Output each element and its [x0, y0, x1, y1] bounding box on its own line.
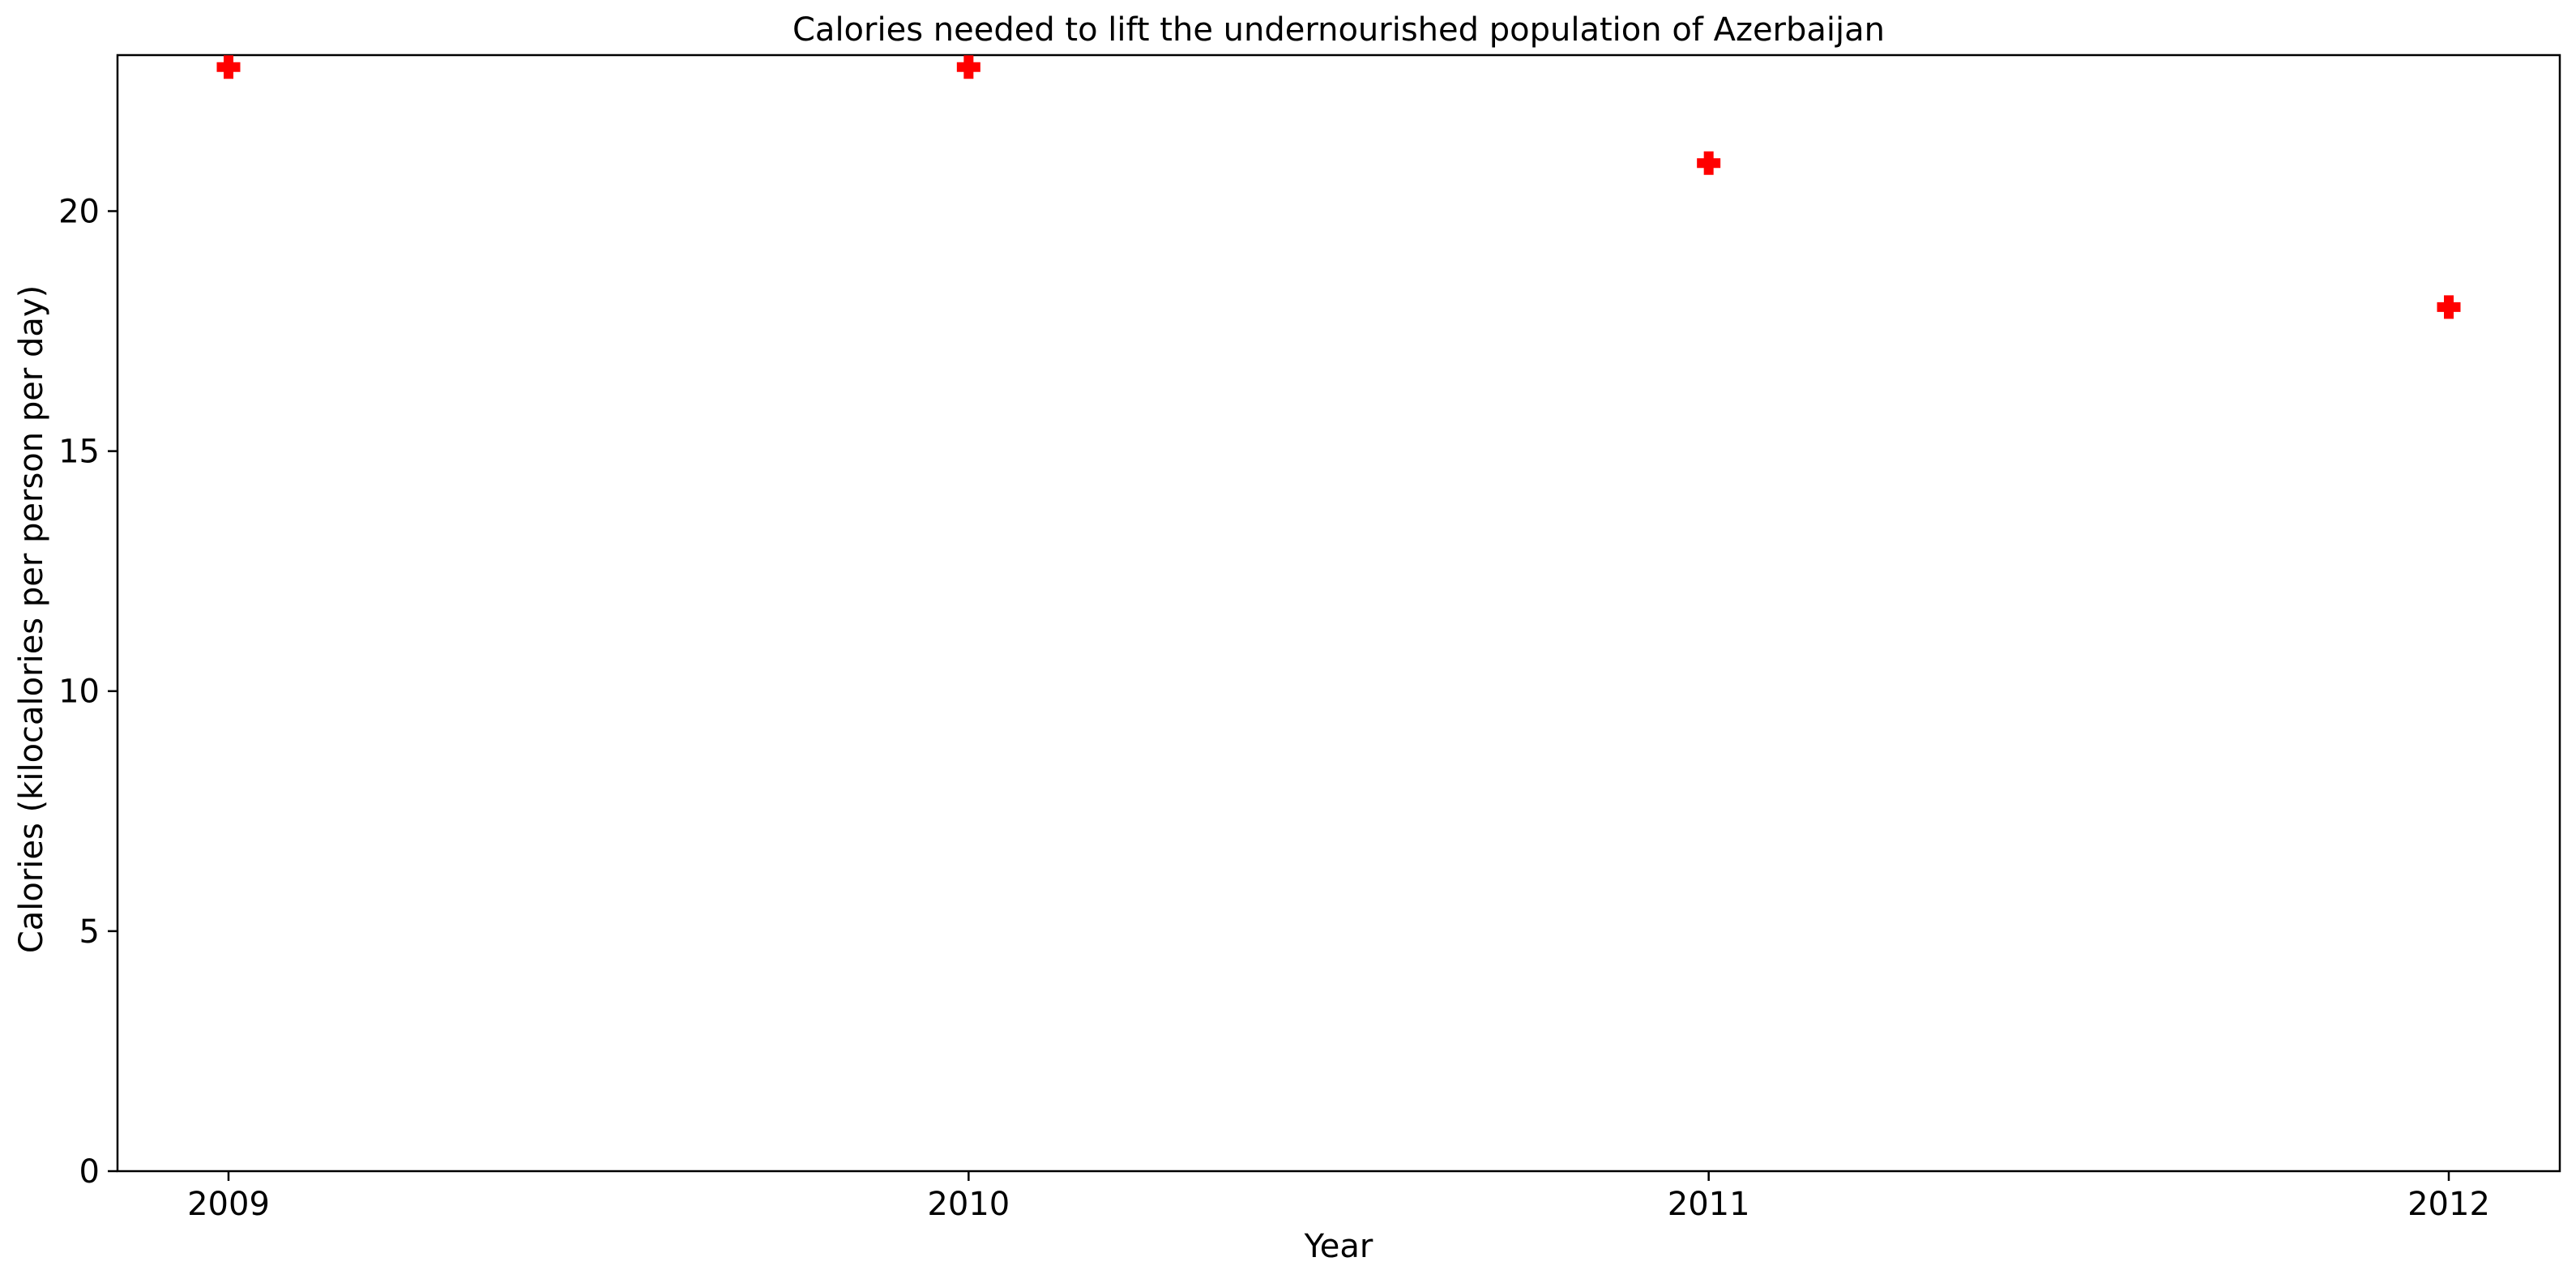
- y-tick-label: 0: [79, 1153, 100, 1191]
- x-tick-label: 2012: [2407, 1186, 2490, 1223]
- plot-area: 0 5 10 15 20 2009 2010 2011 2012: [58, 53, 2561, 1223]
- data-point: [956, 55, 980, 79]
- plot-frame: [116, 53, 2561, 1173]
- chart-title: Calories needed to lift the undernourish…: [792, 11, 1885, 49]
- y-tick-label: 15: [58, 434, 100, 471]
- data-point: [1697, 151, 1721, 175]
- x-tick-label: 2011: [1668, 1186, 1750, 1223]
- y-tick-label: 5: [79, 913, 100, 951]
- y-tick-label: 20: [58, 193, 100, 230]
- data-point: [216, 55, 241, 79]
- x-axis-label: Year: [1304, 1228, 1373, 1265]
- x-tick-label: 2010: [927, 1186, 1010, 1223]
- y-tick-label: 10: [58, 674, 100, 711]
- x-tick-label: 2009: [187, 1186, 270, 1223]
- data-point: [2437, 295, 2461, 319]
- y-axis-label: Calories (kilocalories per person per da…: [13, 285, 50, 953]
